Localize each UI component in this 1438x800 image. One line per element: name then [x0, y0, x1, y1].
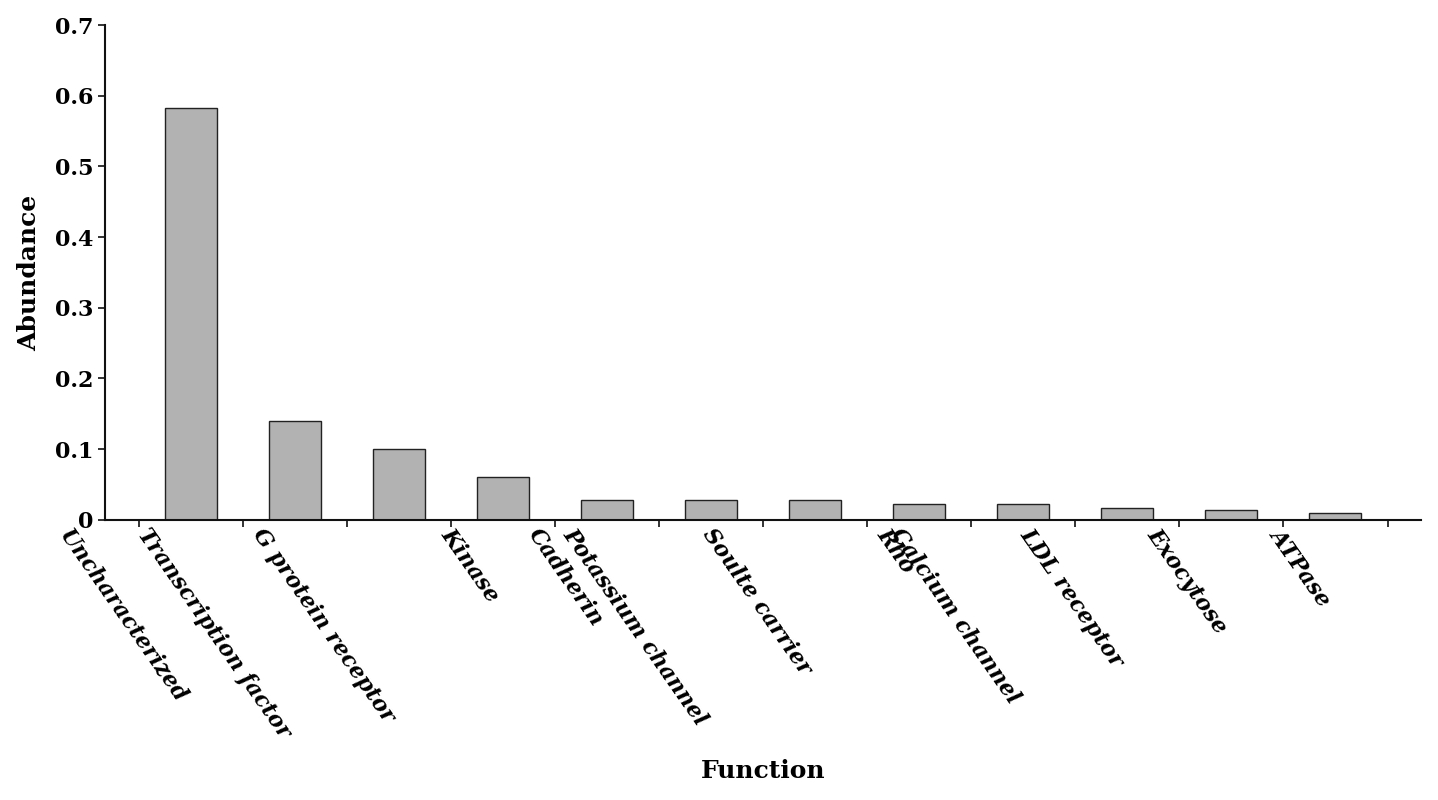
- Bar: [477, 478, 529, 520]
- Y-axis label: Abundance: Abundance: [17, 194, 40, 350]
- Bar: [1205, 510, 1257, 520]
- Bar: [372, 449, 424, 520]
- Bar: [1102, 509, 1153, 520]
- Bar: [684, 500, 738, 520]
- Bar: [165, 108, 217, 520]
- Bar: [893, 504, 945, 520]
- Bar: [269, 421, 321, 520]
- Bar: [997, 504, 1050, 520]
- X-axis label: Function: Function: [700, 759, 825, 783]
- Bar: [789, 500, 841, 520]
- Bar: [1310, 514, 1362, 520]
- Bar: [581, 500, 633, 520]
